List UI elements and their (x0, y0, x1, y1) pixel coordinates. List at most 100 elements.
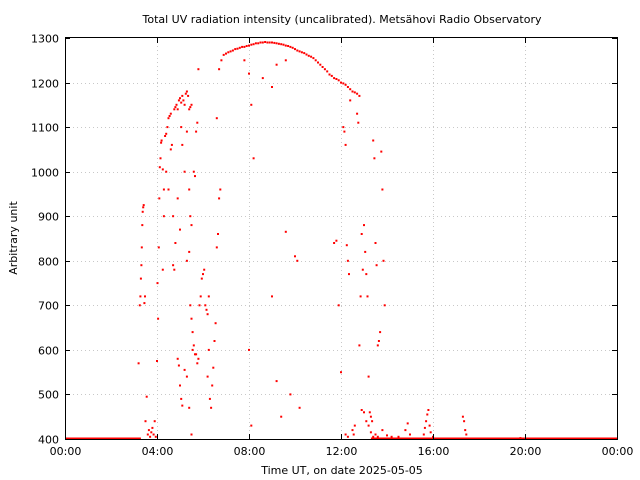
data-point (345, 244, 348, 247)
data-point (160, 139, 163, 142)
data-point (310, 55, 313, 58)
data-point (143, 302, 146, 305)
data-point (172, 264, 175, 267)
data-point (250, 103, 253, 106)
x-axis-ticks: 00:00 04:00 08:00 12:00 16:00 20:00 00:00 (50, 38, 634, 458)
data-point (205, 308, 208, 311)
data-point (368, 411, 371, 414)
plot-frame (65, 37, 618, 440)
data-point (243, 59, 246, 62)
data-point (156, 360, 158, 362)
data-point (234, 48, 237, 51)
y-tick-label: 600 (38, 345, 59, 358)
data-point (284, 59, 287, 62)
data-point (294, 48, 296, 51)
data-point (197, 68, 200, 71)
data-point (381, 188, 384, 191)
data-point (344, 143, 347, 146)
data-point (300, 51, 303, 54)
data-point (227, 51, 230, 54)
data-point (250, 43, 253, 46)
data-point (219, 188, 222, 191)
data-point (252, 43, 255, 46)
data-point (367, 424, 370, 427)
data-point (383, 304, 386, 307)
data-point (344, 83, 347, 86)
data-point (220, 59, 223, 62)
data-point (404, 429, 407, 432)
data-point (158, 166, 161, 169)
data-point (390, 435, 393, 438)
data-point (167, 117, 170, 120)
data-point (213, 340, 216, 342)
data-point (146, 433, 149, 436)
y-tick-label: 1300 (31, 33, 59, 46)
data-point (170, 143, 173, 146)
data-point (156, 282, 159, 285)
data-point (268, 41, 271, 44)
data-point (168, 115, 171, 117)
data-point (191, 331, 194, 334)
data-point (280, 415, 283, 418)
chart-title: Total UV radiation intensity (uncalibrat… (142, 13, 542, 26)
data-point (296, 259, 299, 262)
data-point (211, 384, 214, 387)
data-point (377, 340, 380, 342)
data-point (145, 395, 148, 398)
data-point (173, 108, 176, 111)
data-point (346, 435, 349, 438)
data-point (358, 94, 361, 97)
data-point (160, 141, 163, 144)
data-point (147, 429, 150, 432)
data-point (303, 52, 306, 55)
chart-grid (65, 38, 617, 439)
data-point (174, 106, 177, 109)
data-point (177, 364, 180, 367)
data-point (277, 42, 280, 45)
y-tick-label: 700 (38, 300, 59, 313)
data-point (365, 273, 368, 276)
data-point (139, 295, 142, 298)
data-point (150, 431, 153, 434)
data-point (464, 429, 467, 432)
data-point (185, 259, 188, 262)
x-tick-label: 00:00 (602, 445, 634, 458)
y-tick-label: 500 (38, 389, 59, 402)
data-point (429, 431, 432, 434)
data-point (166, 126, 169, 129)
data-point (422, 433, 425, 436)
data-point (190, 103, 193, 106)
data-point (271, 86, 273, 88)
data-point (264, 41, 267, 43)
data-point (344, 433, 347, 436)
data-point (198, 304, 201, 307)
data-point (203, 268, 206, 271)
data-point (428, 424, 431, 427)
data-point (280, 43, 283, 46)
data-point (386, 434, 388, 437)
data-point (289, 45, 292, 48)
data-point (333, 77, 336, 80)
data-point (187, 94, 190, 97)
data-point (191, 348, 194, 351)
data-point (463, 420, 466, 423)
data-point (217, 233, 219, 235)
data-point (154, 435, 157, 438)
data-point (349, 99, 352, 102)
data-point (371, 420, 374, 423)
data-point (140, 264, 143, 267)
data-point (248, 348, 250, 351)
data-point (363, 411, 365, 414)
data-point (162, 215, 165, 218)
data-point (188, 188, 191, 191)
data-point (373, 157, 376, 160)
data-point (248, 72, 250, 75)
data-point (231, 49, 234, 52)
data-point (215, 246, 218, 249)
data-point (359, 295, 362, 298)
data-point (352, 433, 355, 436)
data-point (314, 59, 317, 62)
data-point (353, 424, 356, 427)
y-tick-label: 800 (38, 256, 59, 269)
